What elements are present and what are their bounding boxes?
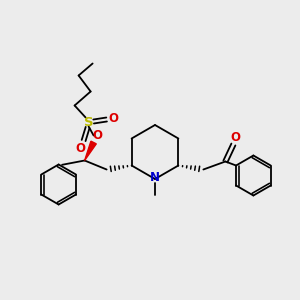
Text: O: O	[230, 131, 240, 144]
Text: O: O	[93, 129, 103, 142]
Text: O: O	[109, 112, 118, 125]
Text: N: N	[150, 171, 160, 184]
Text: O: O	[76, 142, 85, 155]
Text: S: S	[84, 116, 93, 129]
Polygon shape	[85, 141, 96, 160]
